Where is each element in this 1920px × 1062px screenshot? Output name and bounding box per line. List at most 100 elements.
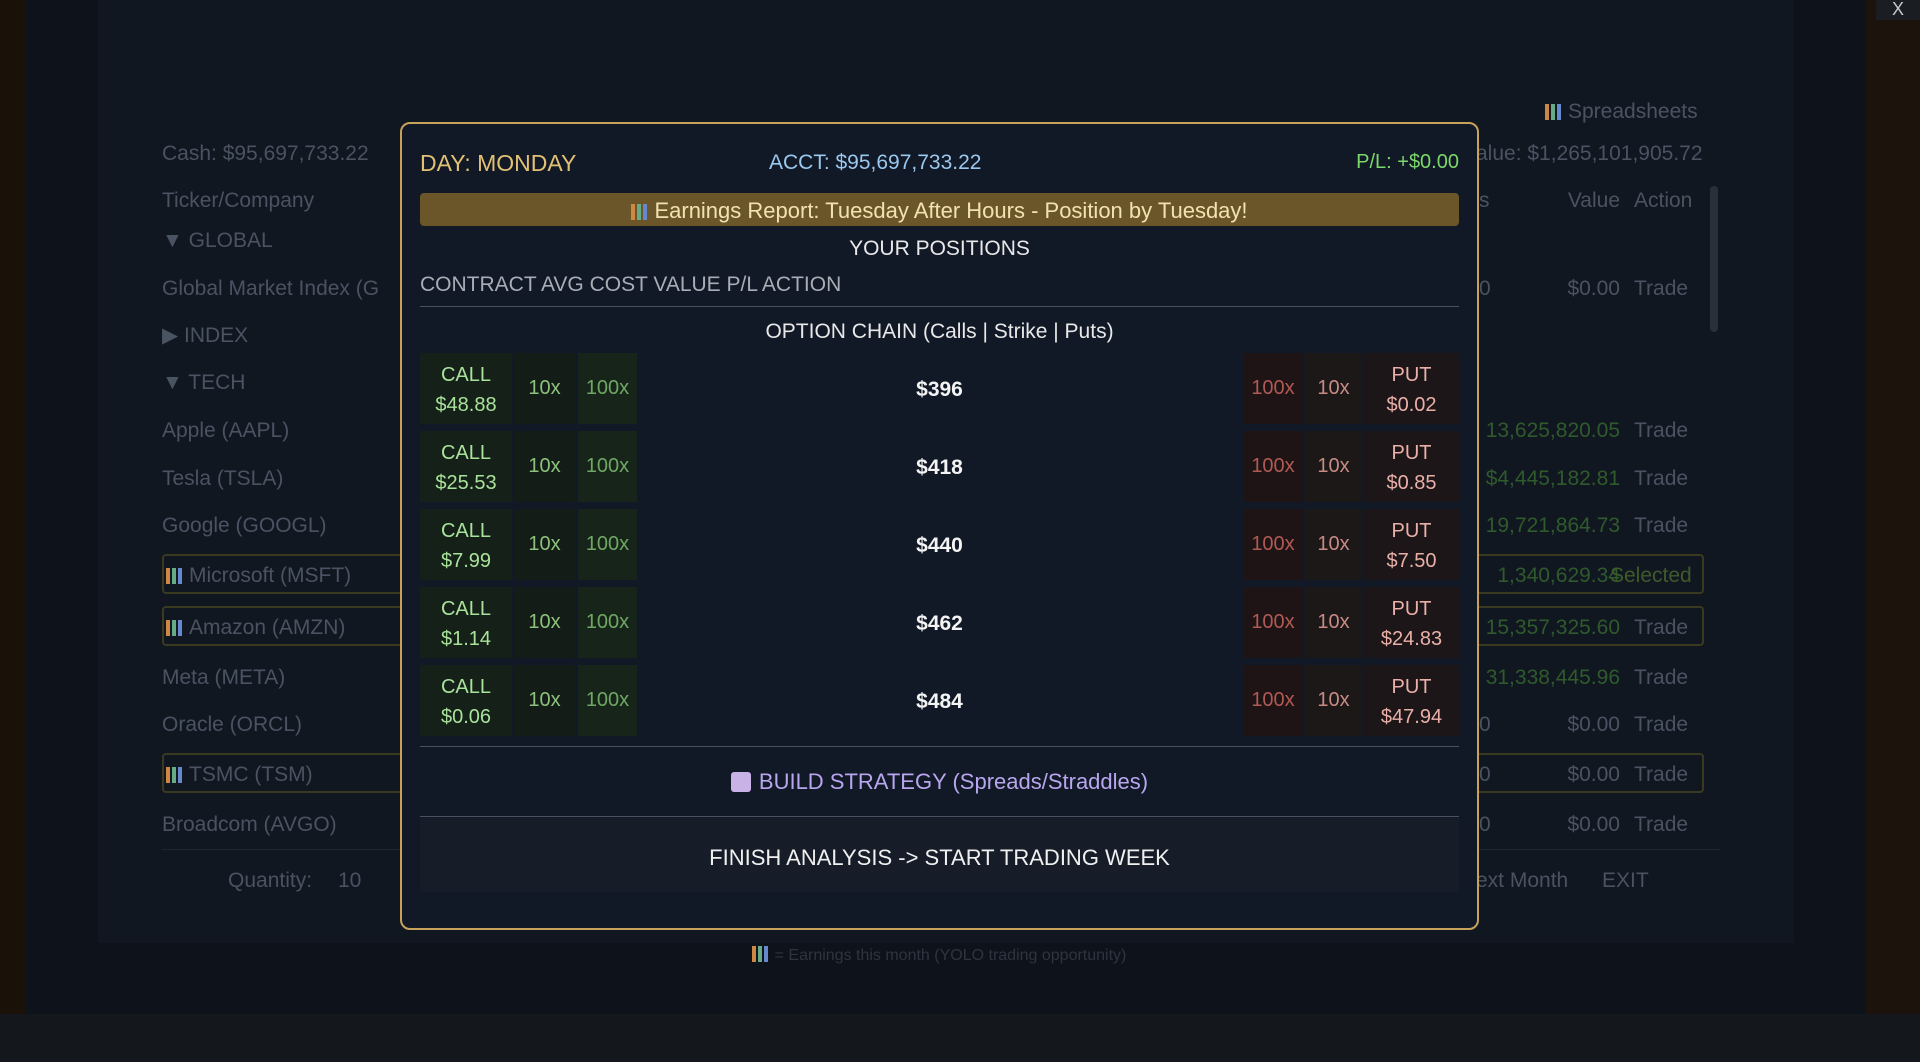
call-buy-button[interactable]: 10x — [514, 665, 575, 736]
finish-bg[interactable] — [420, 818, 1459, 892]
put-buy-button[interactable]: 10x — [1305, 587, 1362, 658]
put-buy-button[interactable]: 10x — [1305, 353, 1362, 424]
ticker-name[interactable]: Global Market Index (G — [162, 277, 380, 300]
value: 13,625,820.05 — [1485, 419, 1620, 442]
call-buy-button[interactable]: 10x — [514, 353, 575, 424]
value: $4,445,182.81 — [1485, 467, 1620, 490]
action-button[interactable]: Trade — [1634, 813, 1689, 836]
call-buy-button[interactable]: 100x — [578, 353, 637, 424]
earnings-icon — [166, 568, 182, 584]
put-buy-button[interactable]: 10x — [1305, 665, 1362, 736]
put-buy-button[interactable]: 10x — [1305, 509, 1362, 580]
qty: 0 — [1479, 813, 1491, 836]
strike: $418 — [916, 456, 963, 479]
call-buy-button[interactable]: 100x — [578, 587, 637, 658]
exit-button[interactable]: EXIT — [1602, 869, 1649, 892]
ticker-name[interactable]: TSMC (TSM) — [166, 764, 313, 785]
put-cell — [1364, 665, 1459, 736]
edge-right — [1866, 0, 1920, 1014]
call-cell — [420, 587, 512, 658]
ticker-name: ▼ GLOBAL — [162, 229, 273, 252]
spreadsheets[interactable]: Spreadsheets — [1545, 101, 1698, 122]
call-label: CALL — [440, 598, 492, 620]
put-buy-button[interactable]: 100x — [1243, 431, 1303, 502]
put-buy-button[interactable]: 100x — [1243, 587, 1303, 658]
call-buy-button[interactable]: 100x — [578, 431, 637, 502]
call-buy-button[interactable]: 100x — [578, 665, 637, 736]
call-label: CALL — [440, 676, 492, 698]
action-button[interactable]: Trade — [1634, 666, 1689, 689]
value: $0.00 — [1567, 763, 1620, 786]
call-cell — [420, 665, 512, 736]
put-price: $0.85 — [1386, 472, 1437, 494]
action-button[interactable]: Trade — [1634, 467, 1689, 490]
call-label: CALL — [440, 364, 492, 386]
action-header: Action — [1634, 189, 1693, 212]
day: DAY: MONDAY — [420, 150, 577, 176]
strike: $462 — [916, 612, 963, 635]
divider — [420, 816, 1459, 817]
action-button[interactable]: Trade — [1634, 277, 1689, 300]
ticker-name[interactable]: Apple (AAPL) — [162, 419, 290, 442]
banner-bg — [420, 193, 1459, 226]
strike: $396 — [916, 378, 963, 401]
strategy-button[interactable]: BUILD STRATEGY (Spreads/Straddles) — [402, 771, 1477, 793]
put-label: PUT — [1391, 364, 1432, 386]
quantity[interactable]: 10 — [338, 869, 362, 892]
action-button[interactable]: Trade — [1634, 419, 1689, 442]
value: 31,338,445.96 — [1485, 666, 1620, 689]
earnings-icon — [751, 946, 768, 962]
ticker-name[interactable]: Meta (META) — [162, 666, 286, 689]
value-header: Value — [1567, 189, 1620, 212]
action-button[interactable]: Trade — [1634, 763, 1689, 786]
put-label: PUT — [1391, 520, 1432, 542]
put-price: $7.50 — [1386, 550, 1437, 572]
footnote: = Earnings this month (YOLO trading oppo… — [0, 946, 1878, 964]
close-button[interactable]: X — [1876, 0, 1920, 20]
put-cell — [1364, 353, 1459, 424]
call-cell — [420, 509, 512, 580]
positions-header: CONTRACT AVG COST VALUE P/L ACTION — [420, 273, 842, 296]
portfolio-value: alue: $1,265,101,905.72 — [1476, 142, 1703, 165]
action-button[interactable]: Selected — [1610, 564, 1692, 587]
put-price: $0.02 — [1386, 394, 1437, 416]
put-buy-button[interactable]: 100x — [1243, 353, 1303, 424]
earnings-icon — [166, 767, 182, 783]
put-cell — [1364, 587, 1459, 658]
put-price: $47.94 — [1380, 706, 1443, 728]
ticker-name[interactable]: Oracle (ORCL) — [162, 713, 303, 736]
scrollbar — [1710, 186, 1718, 332]
call-price: $48.88 — [435, 394, 497, 416]
call-price: $7.99 — [440, 550, 492, 572]
call-cell — [420, 353, 512, 424]
ticker-name: ▶ INDEX — [162, 324, 249, 347]
put-buy-button[interactable]: 10x — [1305, 431, 1362, 502]
action-button[interactable]: Trade — [1634, 514, 1689, 537]
ticker-name[interactable]: Google (GOOGL) — [162, 514, 327, 537]
action-button[interactable]: Trade — [1634, 616, 1689, 639]
value: 1,340,629.34 — [1497, 564, 1620, 587]
ticker-name[interactable]: Tesla (TSLA) — [162, 467, 284, 490]
value: $0.00 — [1567, 277, 1620, 300]
call-buy-button[interactable]: 10x — [514, 509, 575, 580]
call-buy-button[interactable]: 10x — [514, 587, 575, 658]
ticker-name[interactable]: Broadcom (AVGO) — [162, 813, 337, 836]
put-cell — [1364, 431, 1459, 502]
call-cell — [420, 431, 512, 502]
cash: Cash: $95,697,733.22 — [162, 142, 369, 165]
put-buy-button[interactable]: 100x — [1243, 509, 1303, 580]
qty-header: s — [1479, 189, 1490, 212]
ticker-name[interactable]: Microsoft (MSFT) — [166, 565, 351, 586]
put-cell — [1364, 509, 1459, 580]
finish-button[interactable]: FINISH ANALYSIS -> START TRADING WEEK — [709, 845, 1170, 870]
qty: 0 — [1479, 713, 1491, 736]
call-buy-button[interactable]: 100x — [578, 509, 637, 580]
put-buy-button[interactable]: 100x — [1243, 665, 1303, 736]
account: ACCT: $95,697,733.22 — [769, 151, 982, 174]
qty: 0 — [1479, 763, 1491, 786]
action-button[interactable]: Trade — [1634, 713, 1689, 736]
divider — [420, 746, 1459, 747]
ticker-name[interactable]: Amazon (AMZN) — [166, 617, 345, 638]
call-buy-button[interactable]: 10x — [514, 431, 575, 502]
next-month-button[interactable]: ext Month — [1476, 869, 1569, 892]
